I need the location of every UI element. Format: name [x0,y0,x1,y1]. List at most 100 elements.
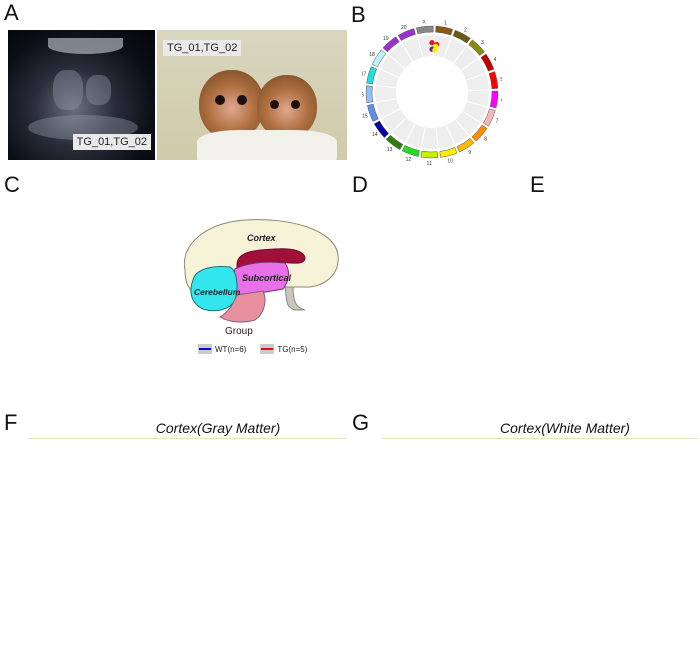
cortex-label: Cortex [247,233,277,243]
chromosome-label: 1 [444,20,447,26]
cerebellum-label: Cerebellum [194,287,241,297]
panel-label-g: G [352,410,370,435]
subcortical-label: Subcortical [242,273,292,283]
chromosome-segment [483,108,496,127]
white-matter-rule [382,438,698,439]
circos-spoke [460,57,479,72]
circos-spoke [391,117,407,133]
circos-spoke [443,38,452,59]
chromosome-segment [385,134,404,150]
panel-label-f: F [4,410,18,435]
circos-spoke [404,123,416,143]
chromosome-segment [488,71,499,89]
chromosome-segment [452,29,471,44]
chromosome-segment [397,28,416,41]
legend-label-tg: TG(n=5) [277,344,308,354]
chromosome-segment [439,147,458,158]
brain-diagram: Cortex Subcortical Cerebellum [183,219,339,323]
legend-item-tg: TG(n=5) [260,344,307,354]
chromosome-segment [468,39,485,56]
chromosome-label: 13 [387,147,393,153]
mutation-point [429,40,435,46]
group-legend-title: Group [225,326,253,337]
chromosome-label: 16 [362,92,364,98]
cortex-thickness-chart [525,172,700,402]
legend-label-wt: WT(n=6) [215,344,247,354]
chromosome-segment [456,137,475,153]
circos-spoke [379,68,400,78]
chromosome-segment [373,120,389,138]
circos-plot: 1234567891011121314151617181920X [362,20,502,167]
panel-label-a: A [4,0,19,25]
gray-matter-ratio-chart [172,440,347,658]
chromosome-segment [366,66,377,85]
chromosome-label: 12 [406,157,412,163]
chromosome-segment [367,103,379,122]
chromosome-segment [489,90,499,109]
chromosome-label: 4 [493,57,496,63]
chromosome-label: 8 [484,136,487,142]
circos-spoke [388,54,406,69]
tg-swatch-icon [260,344,275,354]
ultrasound-caption: TG_01,TG_02 [72,134,151,150]
white-matter-title: Cortex(White Matter) [500,420,630,436]
white-matter-volume-chart [345,440,523,658]
circos-spoke [453,45,467,64]
chromosome-label: X [423,20,427,25]
chromosome-label: 19 [383,36,389,42]
circos-spoke [465,72,487,81]
circos-spoke [435,127,439,149]
chromosome-segment [365,85,374,104]
chromosome-segment [420,150,439,159]
circos-spoke [420,127,426,149]
mri-scan-chart [0,185,172,405]
circos-spoke [455,119,470,136]
legend-item-wt: WT(n=6) [198,344,246,354]
group-legend: WT(n=6) TG(n=5) [198,344,307,354]
wt-swatch-icon [198,344,212,354]
thalamus-region [275,286,306,311]
ultrasound-image: TG_01,TG_02 [8,30,155,160]
panel-label-b: B [351,2,366,27]
chromosome-label: 20 [401,25,407,31]
circos-spoke [466,100,488,108]
circos-spoke [416,36,424,58]
chromosome-label: 6 [501,98,502,104]
chromosome-segment [401,145,420,157]
brainstem-region [219,290,266,323]
chromosome-label: 17 [362,71,366,77]
chromosome-segment [435,25,454,36]
circos-center [396,56,468,128]
circos-spoke [401,43,414,62]
chromosome-segment [471,124,488,142]
infant-monkeys-photo: TG_01,TG_02 [157,30,347,160]
circos-spoke [375,98,397,103]
mcph1-bar-chart [548,20,700,180]
circos-spoke [375,84,397,89]
chromosome-label: 15 [362,113,368,119]
circos-spoke [445,124,456,145]
circos-spoke [462,110,481,123]
chromosome-label: 14 [372,132,378,138]
panel-label-e: E [530,172,545,197]
photo-caption: TG_01,TG_02 [163,40,242,56]
chromosome-label: 18 [369,52,375,58]
chromosome-segment [382,36,400,53]
chromosome-segment [416,25,434,35]
chromosome-label: 7 [496,119,499,125]
circos-spoke [467,89,489,92]
gray-matter-volume-chart [0,440,175,658]
chromosome-segment [371,49,387,68]
chromosome-label: 2 [464,27,467,33]
gray-matter-rule [28,438,346,439]
white-matter-ratio-chart [522,440,700,658]
chromosome-segment [480,53,495,72]
chromosome-label: 5 [500,77,502,83]
panel-label-d: D [352,172,368,197]
gray-matter-title: Cortex(Gray Matter) [155,420,281,436]
chromosome-label: 10 [447,159,453,165]
chromosome-label: 11 [427,161,432,167]
panel-label-c: C [4,172,20,197]
relative-brain-volume-chart [350,172,530,402]
chromosome-label: 9 [468,150,471,156]
